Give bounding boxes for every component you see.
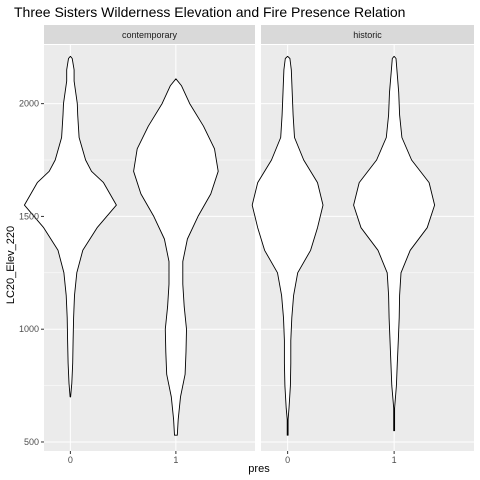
facet-strip bbox=[261, 25, 474, 44]
x-tick-label: 1 bbox=[173, 455, 178, 465]
y-tick-label: 1500 bbox=[19, 211, 39, 221]
x-axis-title: pres bbox=[248, 463, 270, 475]
violin-historic-1 bbox=[353, 55, 436, 432]
y-axis: 500 1000 1500 2000 bbox=[19, 99, 44, 447]
facet-strip bbox=[44, 25, 255, 44]
y-tick-label: 2000 bbox=[19, 99, 39, 109]
chart-title: Three Sisters Wilderness Elevation and F… bbox=[14, 4, 405, 20]
y-tick-label: 500 bbox=[24, 437, 39, 447]
facet-strip-label: historic bbox=[353, 30, 382, 40]
x-tick-label: 0 bbox=[285, 455, 290, 465]
y-axis-title: LC20_Elev_220 bbox=[5, 226, 17, 304]
facet-panel-contemporary: contemporary 0 1 bbox=[23, 25, 255, 465]
violin-historic-0 bbox=[251, 55, 324, 436]
facet-strip-label: contemporary bbox=[122, 30, 178, 40]
facet-panel-historic: historic 0 1 bbox=[251, 25, 474, 465]
violin-contemporary-1 bbox=[133, 78, 219, 436]
x-tick-label: 0 bbox=[68, 455, 73, 465]
violin-contemporary-0 bbox=[23, 55, 117, 398]
x-tick-label: 1 bbox=[392, 455, 397, 465]
facet-panels: contemporary 0 1 historic 0 1 bbox=[23, 25, 474, 465]
y-tick-label: 1000 bbox=[19, 324, 39, 334]
